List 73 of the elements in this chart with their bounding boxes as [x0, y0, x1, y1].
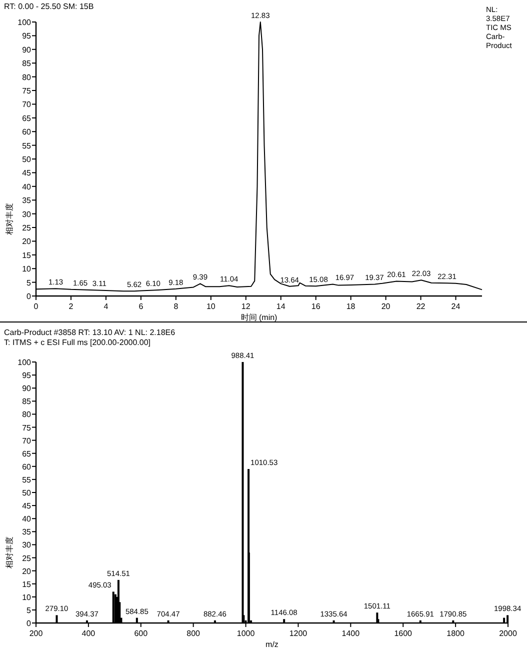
y-axis-title: 相对丰度 — [5, 203, 14, 235]
y-tick-label: 10 — [22, 592, 32, 602]
x-axis-title: m/z — [266, 640, 278, 649]
y-tick-label: 45 — [22, 168, 32, 178]
x-tick-label: 200 — [29, 629, 44, 638]
y-tick-label: 100 — [18, 18, 32, 27]
y-tick-label: 5 — [26, 278, 32, 288]
x-tick-label: 1400 — [342, 629, 360, 638]
x-axis-title: 时间 (min) — [240, 313, 278, 322]
y-tick-label: 80 — [22, 72, 32, 82]
y-tick-label: 95 — [22, 371, 32, 380]
y-tick-label: 50 — [22, 155, 32, 164]
y-tick-label: 45 — [22, 502, 32, 511]
x-tick-label: 16 — [311, 302, 321, 311]
x-tick-label: 400 — [82, 629, 96, 638]
x-tick-label: 2 — [68, 302, 74, 311]
y-tick-label: 40 — [22, 182, 32, 192]
y-tick-label: 70 — [22, 100, 32, 110]
y-tick-label: 0 — [26, 292, 32, 301]
y-tick-label: 100 — [18, 358, 32, 367]
y-tick-label: 5 — [26, 606, 32, 615]
x-tick-label: 1200 — [289, 629, 308, 638]
y-tick-label: 40 — [22, 514, 32, 524]
y-tick-label: 35 — [22, 528, 32, 537]
x-tick-label: 1600 — [394, 629, 413, 638]
y-tick-label: 75 — [22, 423, 32, 432]
y-tick-label: 20 — [22, 237, 32, 246]
chart-subtitle: T: ITMS + c ESI Full ms [200.00-2000.00] — [4, 338, 151, 347]
y-tick-label: 60 — [22, 128, 32, 137]
x-tick-label: 8 — [174, 302, 179, 311]
x-tick-label: 14 — [276, 302, 286, 311]
y-tick-label: 55 — [22, 475, 32, 484]
x-tick-label: 10 — [206, 302, 216, 311]
y-tick-label: 20 — [22, 566, 32, 576]
x-tick-label: 6 — [138, 302, 144, 311]
y-tick-label: 25 — [22, 554, 32, 563]
y-tick-label: 85 — [22, 59, 32, 68]
x-tick-label: 20 — [381, 302, 391, 311]
y-tick-label: 60 — [22, 462, 32, 472]
x-tick-label: 1800 — [446, 629, 466, 638]
x-tick-label: 2000 — [499, 629, 518, 638]
y-tick-label: 10 — [22, 264, 32, 274]
y-tick-label: 30 — [22, 540, 32, 550]
y-tick-label: 65 — [22, 114, 32, 123]
y-tick-label: 85 — [22, 397, 32, 406]
y-tick-label: 35 — [22, 196, 32, 206]
y-tick-label: 15 — [22, 580, 32, 589]
y-tick-label: 50 — [22, 488, 32, 498]
x-tick-label: 22 — [416, 302, 426, 311]
x-tick-label: 4 — [104, 302, 109, 311]
x-tick-label: 1000 — [236, 629, 256, 638]
y-tick-label: 95 — [22, 32, 32, 41]
y-tick-label: 90 — [22, 45, 32, 54]
line-series — [36, 22, 482, 292]
y-tick-label: 0 — [26, 619, 32, 628]
y-tick-label: 30 — [22, 210, 32, 219]
y-tick-label: 25 — [22, 224, 32, 232]
chart-title: Carb-Product #3858 RT: 13.10 AV: 1 NL: 2.18E6 — [4, 328, 176, 337]
x-tick-label: 12 — [241, 302, 251, 311]
x-tick-label: 600 — [134, 629, 148, 638]
y-tick-label: 65 — [22, 449, 32, 458]
x-tick-label: 18 — [346, 302, 356, 311]
chart-title: RT: 0.00 - 25.50 SM: 15B — [4, 2, 94, 11]
x-tick-label: 24 — [451, 302, 461, 311]
x-tick-label: 800 — [186, 629, 201, 638]
y-tick-label: 80 — [22, 410, 32, 420]
x-tick-label: 0 — [34, 302, 39, 311]
y-tick-label: 90 — [22, 384, 32, 394]
y-tick-label: 70 — [22, 436, 32, 446]
y-axis-title: 相对丰度 — [5, 536, 14, 568]
y-tick-label: 15 — [22, 250, 32, 260]
y-tick-label: 55 — [22, 141, 32, 150]
y-tick-label: 75 — [22, 86, 32, 96]
